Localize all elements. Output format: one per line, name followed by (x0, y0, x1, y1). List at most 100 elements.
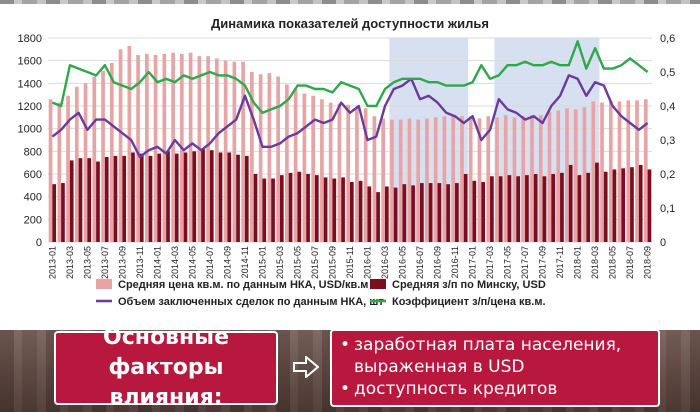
legend-swatch (370, 279, 386, 289)
bar-price (92, 76, 97, 243)
bar-price (74, 86, 79, 242)
x-tick-label: 2016-11 (450, 246, 460, 278)
bar-wage (306, 174, 310, 242)
bar-price (48, 99, 53, 242)
bar-wage (332, 178, 337, 242)
bar-price (600, 102, 604, 242)
bar-price (591, 101, 596, 242)
bar-wage (279, 175, 284, 242)
x-tick-label: 2015-07 (310, 246, 320, 279)
bar-wage (385, 186, 389, 242)
legend-entry: Средняя з/п по Минску, USD (392, 279, 546, 291)
bar-wage (148, 155, 153, 242)
bar-wage (61, 183, 65, 242)
factors-title-line2: влияния: (109, 385, 223, 410)
x-tick-label: 2018-09 (643, 246, 653, 279)
bar-price (241, 61, 245, 242)
bar-wage (323, 177, 328, 242)
bar-wage (341, 177, 345, 242)
x-tick-label: 2016-07 (415, 246, 425, 279)
bar-wage (244, 155, 249, 242)
x-tick-label: 2016-05 (398, 246, 408, 279)
bar-price (276, 76, 280, 243)
bar-price (258, 74, 263, 243)
bar-wage (525, 175, 529, 242)
y-left-tick-label: 800 (24, 146, 42, 158)
bar-price (538, 115, 543, 242)
bar-wage (533, 174, 538, 242)
bar-wage (376, 192, 380, 242)
bar-wage (253, 174, 258, 242)
bar-price (425, 118, 429, 242)
bar-wage (314, 175, 319, 242)
legend-swatch (96, 279, 112, 289)
x-tick-label: 2013-05 (82, 246, 92, 279)
x-tick-label: 2018-07 (625, 246, 635, 279)
chart: Динамика показателей доступности жилья02… (18, 16, 676, 308)
bar-price (556, 110, 561, 243)
bar-wage (411, 185, 415, 242)
line-ratio (51, 40, 649, 115)
bar-wage (218, 152, 223, 242)
bar-price (407, 118, 412, 242)
bar-wage (542, 176, 547, 242)
bar-price (495, 117, 499, 242)
legend-entry: Средняя цена кв.м. по данным НКА, USD/кв… (118, 279, 368, 291)
bullet: • (340, 335, 351, 355)
bar-price (206, 56, 210, 243)
bar-wage (69, 160, 74, 242)
y-left-tick-label: 200 (24, 214, 42, 226)
y-left-tick-label: 600 (24, 169, 42, 181)
x-tick-label: 2013-11 (135, 246, 145, 278)
x-tick-label: 2017-07 (520, 246, 530, 279)
bar-wage (428, 183, 433, 242)
factors-box: Основные факторы влияния: (54, 325, 278, 410)
factor-item: • заработная плата населения, выраженная… (340, 334, 650, 378)
bar-wage (568, 164, 573, 242)
bar-wage (560, 172, 564, 242)
x-tick-label: 2018-03 (590, 246, 600, 279)
bar-price (512, 117, 517, 242)
bar-price (127, 45, 132, 242)
chart-panel: Динамика показателей доступности жилья 0 2… (0, 4, 700, 330)
bar-wage (472, 180, 477, 242)
y-left-tick-label: 1200 (18, 101, 42, 113)
bar-wage (516, 176, 520, 242)
bar-wage (192, 151, 197, 242)
y-right-tick-label: 0,5 (660, 67, 675, 79)
bar-wage (174, 153, 179, 242)
bar-wage (481, 181, 485, 242)
bar-wage (638, 164, 643, 242)
bar-price (188, 52, 193, 242)
x-tick-label: 2014-09 (222, 246, 232, 279)
bar-price (416, 119, 421, 242)
x-tick-label: 2015-09 (327, 246, 337, 279)
y-left-tick-label: 400 (24, 192, 42, 204)
bar-wage (358, 180, 363, 242)
factors-list: • заработная плата населения, выраженная… (330, 329, 660, 407)
bar-price (565, 108, 569, 243)
bar-wage (586, 172, 591, 242)
bar-price (442, 116, 447, 242)
y-right-tick-label: 0,6 (660, 33, 675, 45)
bar-price (171, 52, 175, 242)
bar-wage (87, 158, 92, 242)
factor-item: • доступность кредитов (340, 378, 650, 400)
x-tick-label: 2013-09 (117, 246, 127, 279)
bar-price (547, 111, 552, 243)
bar-wage (463, 174, 468, 242)
bar-price (223, 60, 228, 242)
factor-item-text: заработная плата населения, выраженная в… (354, 335, 622, 377)
bar-wage (551, 174, 556, 242)
bar-wage (122, 155, 127, 242)
y-left-tick-label: 1400 (18, 78, 42, 90)
bar-price (118, 49, 123, 243)
bar-wage (577, 175, 582, 242)
x-tick-label: 2017-03 (485, 246, 495, 279)
bar-price (57, 102, 62, 242)
bar-price (232, 61, 237, 242)
x-tick-label: 2015-05 (292, 246, 302, 279)
bar-price (635, 100, 639, 242)
y-left-tick-label: 1600 (18, 56, 42, 68)
x-tick-label: 2014-05 (187, 246, 197, 279)
